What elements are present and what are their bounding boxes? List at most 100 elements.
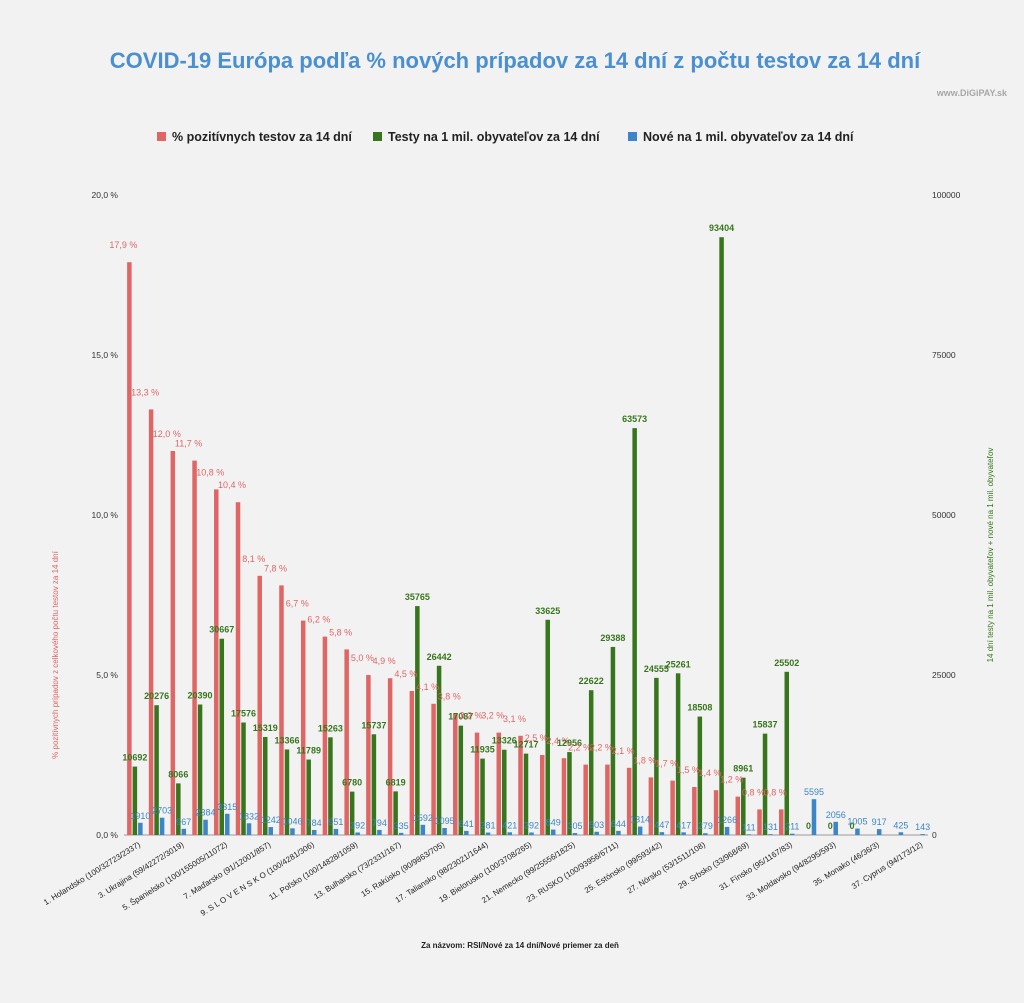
bar-s1-20 [567, 752, 572, 835]
data-label-s2-24: 447 [654, 820, 669, 830]
data-label-s2-33: 1005 [847, 817, 867, 827]
data-label-s2-17: 421 [502, 820, 517, 830]
data-label-s1-19: 33625 [535, 606, 560, 616]
data-label-s2-16: 381 [481, 821, 496, 831]
bar-s0-15 [453, 713, 458, 835]
bar-s2-30 [790, 833, 795, 835]
bar-s2-12 [398, 832, 404, 835]
bar-s2-8 [311, 829, 317, 835]
data-label-s2-7: 1046 [282, 816, 302, 826]
data-label-s1-20: 12956 [557, 738, 582, 748]
data-label-s0-8: 6,7 % [286, 599, 309, 609]
y-tick-left: 5,0 % [96, 670, 118, 680]
data-label-s2-2: 967 [176, 817, 191, 827]
data-label-s0-29: 0,8 % [742, 787, 765, 797]
bar-s0-12 [387, 678, 393, 835]
bar-s2-33 [855, 828, 860, 835]
bar-s0-2 [170, 451, 176, 835]
bar-s1-21 [588, 690, 594, 835]
y-tick-right: 0 [932, 830, 937, 840]
bar-s2-0 [138, 822, 143, 835]
bar-s1-24 [654, 677, 659, 835]
bar-s2-22 [616, 830, 621, 835]
data-label-s0-15: 3,8 % [438, 691, 461, 701]
bar-s1-4 [219, 638, 225, 835]
bar-s0-25 [670, 780, 675, 835]
bar-s1-19 [545, 619, 550, 835]
data-label-s0-10: 5,8 % [329, 627, 352, 637]
data-label-s0-9: 6,2 % [307, 615, 330, 625]
bar-s0-7 [279, 585, 284, 835]
bar-s1-22 [610, 646, 616, 835]
y-tick-left: 15,0 % [92, 350, 119, 360]
legend-label-1: Testy na 1 mil. obyvateľov za 14 dní [388, 130, 600, 144]
bar-s0-27 [713, 790, 719, 835]
bar-s0-3 [192, 460, 197, 835]
data-label-s0-3: 11,7 % [175, 439, 202, 449]
y-tick-right: 25000 [932, 670, 956, 680]
data-label-s0-0: 17,9 % [109, 240, 137, 250]
category-label-24: 25. Estónsko (99/593/42) [583, 840, 664, 895]
bar-s2-26 [703, 833, 708, 835]
y-axis-right-title: 14 dní testy na 1 mil. obyvateľov + nové… [986, 448, 995, 663]
data-label-s2-21: 503 [589, 820, 604, 830]
bar-s0-13 [409, 691, 415, 835]
bar-s1-30 [784, 671, 790, 835]
category-label-28: 29. Srbsko (33/968/69) [677, 840, 751, 891]
bar-s2-3 [203, 819, 208, 835]
data-label-s2-18: 392 [524, 820, 539, 830]
bar-s1-2 [176, 783, 181, 835]
legend: % pozitívnych testov za 14 dní Testy na 1… [157, 130, 854, 144]
bar-s0-14 [431, 703, 436, 835]
bar-s1-28 [741, 777, 746, 835]
bar-s1-6 [262, 736, 268, 835]
bar-s2-15 [464, 830, 469, 835]
bar-s1-3 [197, 704, 203, 835]
bar-s0-23 [626, 767, 632, 835]
data-label-s0-6: 8,1 % [242, 554, 265, 564]
legend-swatch-1 [373, 132, 382, 141]
data-label-s0-28: 1,2 % [720, 775, 743, 785]
legend-swatch-2 [628, 132, 637, 141]
data-label-s0-5: 10,4 % [218, 480, 246, 490]
bar-s2-31 [811, 799, 817, 835]
bar-s1-27 [719, 237, 724, 835]
data-label-s2-0: 1910 [130, 811, 150, 821]
data-label-s1-1: 20276 [144, 691, 169, 701]
bar-s0-22 [605, 764, 610, 835]
data-label-s2-10: 392 [350, 820, 365, 830]
data-label-s0-13: 4,5 % [394, 669, 417, 679]
bar-s1-7 [284, 749, 290, 835]
chart-title: COVID-19 Európa podľa % nových prípadov … [110, 48, 921, 73]
y-tick-right: 75000 [932, 350, 956, 360]
data-label-s1-28: 8961 [733, 764, 753, 774]
bar-s0-16 [474, 732, 480, 835]
bar-s2-20 [572, 833, 578, 835]
data-label-s1-18: 12717 [513, 740, 538, 750]
bar-s1-29 [762, 733, 768, 835]
data-label-s1-15: 17087 [448, 712, 473, 722]
data-label-s2-35: 425 [893, 820, 908, 830]
y-tick-left: 0,0 % [96, 830, 118, 840]
bar-s0-20 [561, 758, 567, 835]
bar-s1-18 [523, 753, 529, 835]
data-label-s2-12: 335 [394, 821, 409, 831]
bar-s0-30 [779, 809, 784, 835]
data-label-s2-27: 1266 [717, 815, 737, 825]
data-label-s2-8: 784 [307, 818, 322, 828]
data-label-s2-23: 1314 [630, 815, 650, 825]
bar-s2-6 [268, 827, 273, 835]
data-labels: 17,9 % 10692 1910 13,3 % 20276 2703 12,0 % 8066… [109, 223, 930, 832]
y-tick-right: 50000 [932, 510, 956, 520]
data-label-s1-10: 6780 [342, 778, 362, 788]
data-label-s1-12: 6819 [386, 777, 406, 787]
data-label-s0-12: 4,9 % [373, 656, 396, 666]
data-label-s0-24: 1,8 % [633, 755, 656, 765]
data-label-s1-27: 93404 [709, 223, 734, 233]
data-label-s1-33: 0 [849, 821, 854, 831]
category-label-12: 13. Bulharsko (73/2331/167) [312, 840, 403, 901]
data-label-s0-2: 12,0 % [153, 429, 181, 439]
data-label-s0-25: 1,7 % [655, 759, 678, 769]
